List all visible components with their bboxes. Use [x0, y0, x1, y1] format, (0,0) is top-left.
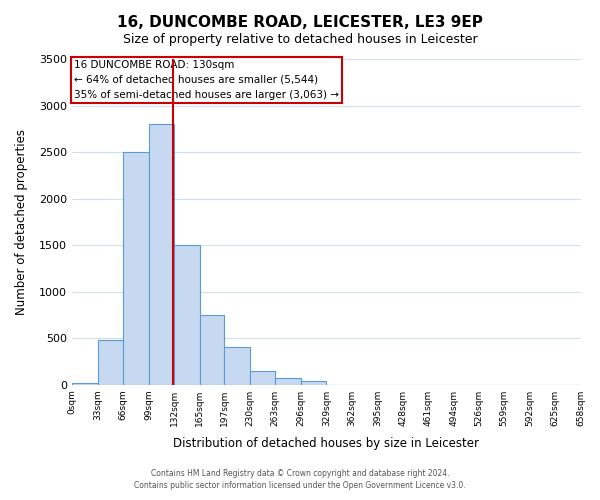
Bar	[72, 383, 98, 384]
Bar	[224, 348, 250, 385]
Bar	[301, 381, 326, 384]
Bar	[174, 245, 200, 384]
Bar	[275, 378, 301, 384]
Text: Contains HM Land Registry data © Crown copyright and database right 2024.
Contai: Contains HM Land Registry data © Crown c…	[134, 468, 466, 490]
Bar	[149, 124, 174, 384]
Text: Size of property relative to detached houses in Leicester: Size of property relative to detached ho…	[122, 32, 478, 46]
Y-axis label: Number of detached properties: Number of detached properties	[15, 129, 28, 315]
Bar	[200, 315, 224, 384]
Bar	[98, 340, 123, 384]
X-axis label: Distribution of detached houses by size in Leicester: Distribution of detached houses by size …	[173, 437, 479, 450]
Text: 16, DUNCOMBE ROAD, LEICESTER, LE3 9EP: 16, DUNCOMBE ROAD, LEICESTER, LE3 9EP	[117, 15, 483, 30]
Bar	[123, 152, 149, 384]
Bar	[250, 370, 275, 384]
Text: 16 DUNCOMBE ROAD: 130sqm
← 64% of detached houses are smaller (5,544)
35% of sem: 16 DUNCOMBE ROAD: 130sqm ← 64% of detach…	[74, 60, 338, 100]
